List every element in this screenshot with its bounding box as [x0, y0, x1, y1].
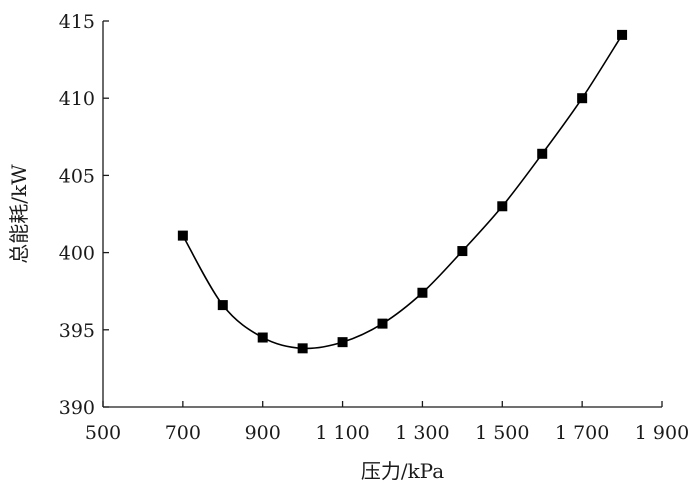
data-point	[377, 318, 388, 329]
y-tick-label: 390	[59, 397, 95, 419]
x-tick-label: 900	[245, 422, 281, 444]
data-point	[297, 343, 308, 354]
axes	[102, 21, 662, 408]
data-point	[457, 246, 468, 257]
x-tick-label: 1 900	[635, 422, 689, 444]
x-tick-label: 500	[85, 422, 121, 444]
data-point	[537, 148, 548, 159]
data-point	[577, 93, 588, 104]
x-axis-title: 压力/kPa	[361, 459, 444, 483]
y-tick-label: 400	[59, 243, 95, 265]
y-axis-title: 总能耗/kW	[7, 164, 31, 264]
data-point	[497, 201, 508, 212]
data-point	[337, 337, 348, 348]
data-point	[257, 332, 268, 343]
data-point	[217, 300, 228, 311]
x-tick-label: 1 100	[315, 422, 369, 444]
y-tick-label: 415	[59, 11, 95, 33]
data-point	[417, 287, 428, 298]
x-tick-label: 1 700	[555, 422, 609, 444]
x-tick-label: 1 300	[395, 422, 449, 444]
data-markers	[177, 29, 628, 354]
y-tick-label: 395	[59, 320, 95, 342]
data-point	[617, 29, 628, 40]
data-point	[177, 230, 188, 241]
x-ticks: 500 700 900 1 100 1 300 1 500 1 700 1 900	[85, 401, 689, 444]
x-tick-label: 700	[165, 422, 201, 444]
y-tick-label: 405	[59, 165, 95, 187]
x-tick-label: 1 500	[475, 422, 529, 444]
y-tick-label: 410	[59, 88, 95, 110]
y-ticks: 390 395 400 405 410 415	[59, 11, 109, 419]
fitted-curve	[182, 34, 623, 350]
